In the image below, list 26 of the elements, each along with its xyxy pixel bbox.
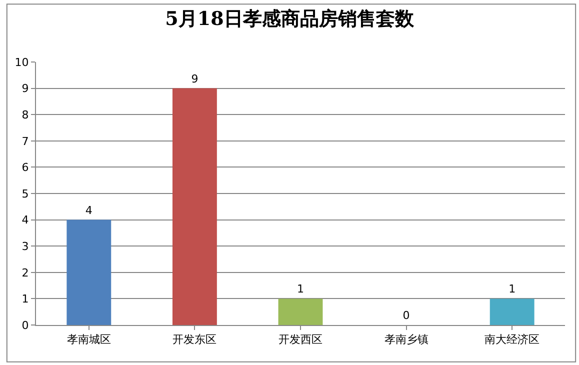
- bar: [490, 298, 534, 325]
- x-tick-label: 孝南乡镇: [384, 333, 428, 346]
- x-tick-label: 开发西区: [278, 333, 322, 346]
- data-label: 1: [508, 282, 516, 296]
- data-label: 4: [85, 204, 92, 217]
- y-tick-label: 1: [22, 292, 29, 306]
- bar: [278, 298, 323, 325]
- bar: [66, 220, 112, 325]
- x-tick-label: 南大经济区: [484, 333, 540, 346]
- x-tick-label: 孝南城区: [66, 333, 111, 346]
- y-tick-label: 7: [22, 134, 29, 148]
- data-label: 1: [297, 282, 304, 296]
- y-tick-label: 10: [14, 56, 29, 69]
- y-tick-label: 4: [22, 214, 29, 227]
- y-tick-label: 2: [22, 266, 29, 280]
- y-tick-label: 6: [22, 161, 29, 174]
- y-tick-label: 3: [22, 240, 29, 253]
- bar: [172, 88, 217, 325]
- data-label: 0: [402, 309, 410, 322]
- x-tick-label: 开发东区: [172, 333, 217, 346]
- y-tick-label: 8: [22, 108, 29, 122]
- y-tick-label: 0: [22, 318, 29, 332]
- y-tick-label: 9: [22, 82, 29, 96]
- data-label: 9: [191, 72, 198, 86]
- y-tick-label: 5: [22, 187, 29, 200]
- chart-title: 5月18日孝感商品房销售套数: [165, 8, 415, 30]
